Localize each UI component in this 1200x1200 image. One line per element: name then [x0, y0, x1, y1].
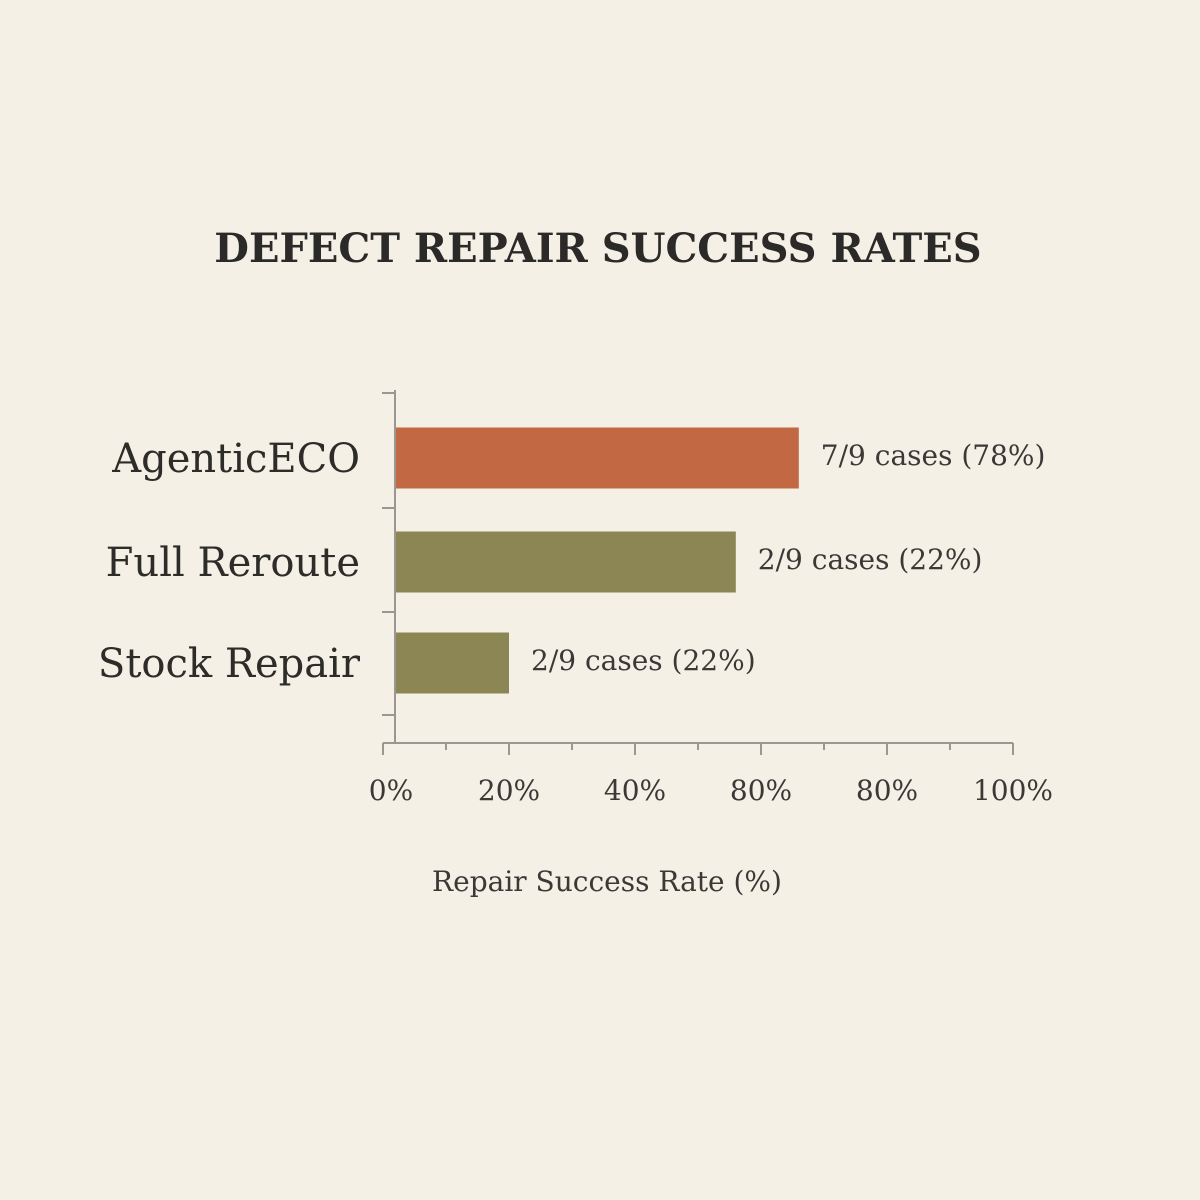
chart-title: DEFECT REPAIR SUCCESS RATES — [214, 225, 981, 272]
category-label-2: Stock Repair — [98, 641, 361, 687]
x-tick-label-3: 80% — [730, 774, 792, 807]
category-label-1: Full Reroute — [106, 540, 360, 586]
x-tick-label-0: 0% — [369, 774, 413, 807]
bar-full-reroute — [396, 531, 736, 593]
x-tick-label-5: 100% — [973, 774, 1053, 807]
category-label-0: AgenticECO — [111, 436, 360, 482]
x-tick-label-2: 40% — [604, 774, 666, 807]
x-tick-label-1: 20% — [478, 774, 540, 807]
bar-value-label-2: 2/9 cases (22%) — [531, 644, 756, 677]
bar-stock-repair — [396, 632, 509, 694]
x-tick-label-4: 80% — [856, 774, 918, 807]
bar-agenticeco — [396, 427, 799, 489]
bar-value-label-0: 7/9 cases (78%) — [821, 439, 1046, 472]
x-axis-title: Repair Success Rate (%) — [432, 865, 782, 898]
plot-area: 0% 20% 40% 80% 80% 100% AgenticECO 7/9 cases (7… — [98, 390, 1053, 807]
bar-value-label-1: 2/9 cases (22%) — [758, 543, 983, 576]
